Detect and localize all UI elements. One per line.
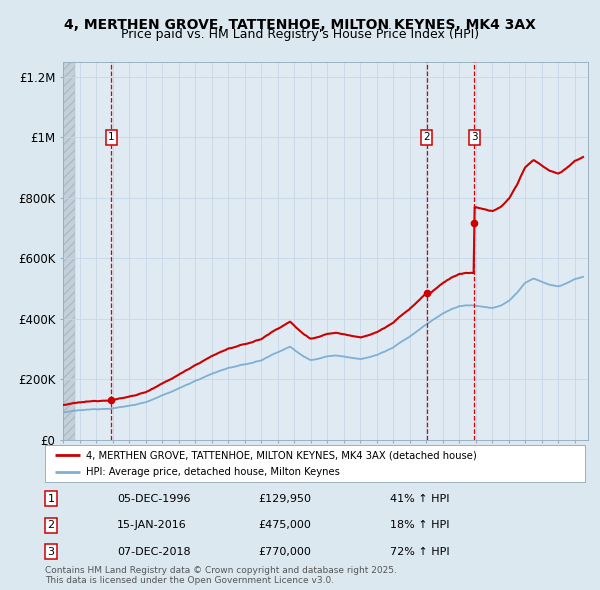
- Text: 2: 2: [424, 133, 430, 142]
- Text: 1: 1: [108, 133, 115, 142]
- Text: 3: 3: [47, 547, 55, 556]
- Text: This data is licensed under the Open Government Licence v3.0.: This data is licensed under the Open Gov…: [45, 576, 334, 585]
- Text: 3: 3: [471, 133, 478, 142]
- Text: 41% ↑ HPI: 41% ↑ HPI: [390, 494, 449, 503]
- Text: 4, MERTHEN GROVE, TATTENHOE, MILTON KEYNES, MK4 3AX (detached house): 4, MERTHEN GROVE, TATTENHOE, MILTON KEYN…: [86, 450, 476, 460]
- Text: 18% ↑ HPI: 18% ↑ HPI: [390, 520, 449, 530]
- Text: HPI: Average price, detached house, Milton Keynes: HPI: Average price, detached house, Milt…: [86, 467, 340, 477]
- Text: 05-DEC-1996: 05-DEC-1996: [117, 494, 191, 503]
- Text: 4, MERTHEN GROVE, TATTENHOE, MILTON KEYNES, MK4 3AX: 4, MERTHEN GROVE, TATTENHOE, MILTON KEYN…: [64, 18, 536, 32]
- Text: 15-JAN-2016: 15-JAN-2016: [117, 520, 187, 530]
- Text: 07-DEC-2018: 07-DEC-2018: [117, 547, 191, 556]
- Text: £475,000: £475,000: [258, 520, 311, 530]
- Text: £129,950: £129,950: [258, 494, 311, 503]
- Text: Contains HM Land Registry data © Crown copyright and database right 2025.: Contains HM Land Registry data © Crown c…: [45, 566, 397, 575]
- Bar: [63, 62, 76, 440]
- Text: 2: 2: [47, 520, 55, 530]
- Text: 72% ↑ HPI: 72% ↑ HPI: [390, 547, 449, 556]
- Text: Price paid vs. HM Land Registry's House Price Index (HPI): Price paid vs. HM Land Registry's House …: [121, 28, 479, 41]
- Text: £770,000: £770,000: [258, 547, 311, 556]
- Text: 1: 1: [47, 494, 55, 503]
